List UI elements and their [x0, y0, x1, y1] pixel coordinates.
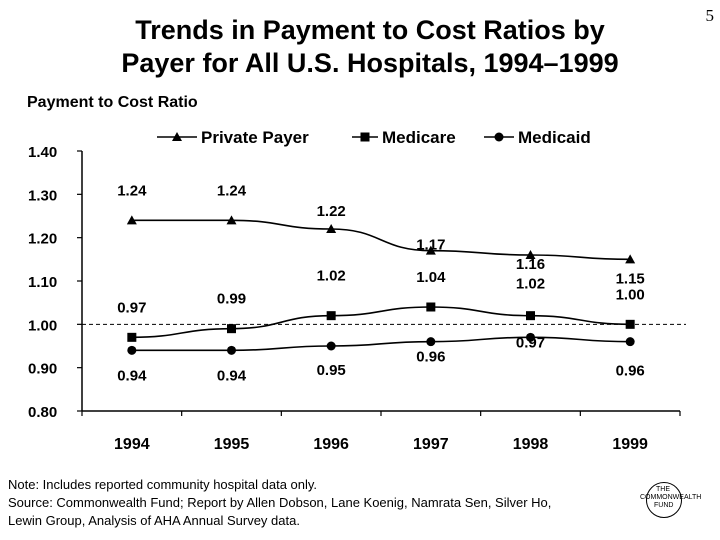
data-point-medicaid — [426, 337, 436, 347]
series-line-medicare — [131, 306, 631, 339]
legend-marker-medicare — [360, 132, 370, 142]
source-note: Note: Includes reported community hospit… — [8, 476, 648, 530]
data-label-medicaid: 0.97 — [516, 334, 545, 351]
data-point-private-payer — [425, 245, 436, 255]
logo-text-1: THE — [656, 486, 670, 493]
logo-ring — [646, 482, 682, 518]
title-line-1: Trends in Payment to Cost Ratios by — [135, 15, 605, 45]
data-point-private-payer — [625, 254, 636, 264]
logo-text-2: COMMONWEALTH — [640, 494, 702, 501]
data-label-medicare: 1.00 — [616, 286, 645, 303]
data-label-medicare: 0.97 — [117, 299, 146, 316]
note-line-1: Note: Includes reported community hospit… — [8, 477, 318, 492]
data-point-medicare — [426, 302, 436, 312]
commonwealth-fund-logo: THE COMMONWEALTH FUND — [640, 478, 706, 522]
legend-label-medicaid: Medicaid — [518, 128, 591, 147]
data-point-private-payer — [126, 215, 137, 225]
x-tick-label: 1999 — [612, 436, 648, 453]
legend-marker-medicaid — [494, 132, 504, 142]
y-tick-label: 0.90 — [28, 361, 57, 378]
data-label-private-payer: 1.22 — [317, 203, 346, 220]
data-point-medicaid — [227, 345, 236, 355]
series-line-private-payer — [131, 219, 631, 261]
x-tick-label: 1994 — [114, 436, 150, 453]
data-point-medicaid — [127, 345, 137, 355]
y-tick-label: 1.30 — [28, 187, 57, 204]
y-tick-label: 1.10 — [28, 274, 57, 291]
legend-marker-private-payer — [172, 132, 182, 141]
logo-text-3: FUND — [654, 502, 674, 509]
y-tick-label: 0.80 — [28, 404, 57, 421]
data-point-medicare — [326, 311, 336, 321]
legend-label-medicare: Medicare — [382, 128, 456, 147]
data-point-medicare — [526, 311, 535, 321]
y-tick-label: 1.40 — [28, 144, 57, 161]
data-point-medicaid — [625, 337, 635, 347]
x-tick-label: 1997 — [413, 436, 449, 453]
data-label-private-payer: 1.17 — [416, 237, 445, 254]
x-tick-label: 1996 — [313, 436, 349, 453]
data-point-private-payer — [326, 224, 337, 233]
data-label-private-payer: 1.24 — [217, 182, 247, 199]
chart-title: Trends in Payment to Cost Ratios by Paye… — [40, 14, 700, 80]
note-line-3: Lewin Group, Analysis of AHA Annual Surv… — [8, 513, 300, 528]
y-tick-label: 1.20 — [28, 231, 57, 248]
data-label-medicare: 1.02 — [317, 268, 346, 285]
data-point-private-payer — [525, 250, 536, 259]
data-point-medicare — [227, 324, 236, 334]
y-axis-label: Payment to Cost Ratio — [27, 94, 198, 111]
data-label-medicaid: 0.94 — [117, 367, 147, 384]
y-tick-label: 1.00 — [28, 317, 57, 334]
data-label-medicare: 1.04 — [416, 269, 446, 286]
data-label-medicare: 0.99 — [217, 291, 246, 308]
data-point-medicare — [127, 332, 137, 342]
data-label-medicare: 1.02 — [516, 276, 545, 293]
data-point-medicare — [625, 319, 635, 329]
line-chart: 0.80 0.90 1.00 1.10 1.20 1.30 1.40 1994 1995 1996… — [28, 128, 686, 453]
data-label-private-payer: 1.16 — [516, 256, 545, 273]
title-line-2: Payer for All U.S. Hospitals, 1994–1999 — [121, 48, 619, 78]
data-label-private-payer: 1.15 — [616, 270, 645, 287]
series-line-medicaid — [131, 336, 631, 352]
x-tick-label: 1998 — [513, 436, 549, 453]
note-line-2: Source: Commonwealth Fund; Report by All… — [8, 495, 552, 510]
data-label-medicaid: 0.94 — [217, 367, 247, 384]
data-point-private-payer — [226, 215, 237, 225]
x-tick-label: 1995 — [214, 436, 250, 453]
data-label-medicaid: 0.95 — [317, 362, 346, 379]
data-label-medicaid: 0.96 — [616, 363, 645, 380]
data-label-private-payer: 1.24 — [117, 182, 147, 199]
data-label-medicaid: 0.96 — [416, 349, 445, 366]
data-point-medicaid — [326, 341, 336, 351]
page-number: 5 — [705, 6, 715, 25]
data-point-medicaid — [526, 332, 535, 342]
legend-label-private-payer: Private Payer — [201, 128, 309, 147]
